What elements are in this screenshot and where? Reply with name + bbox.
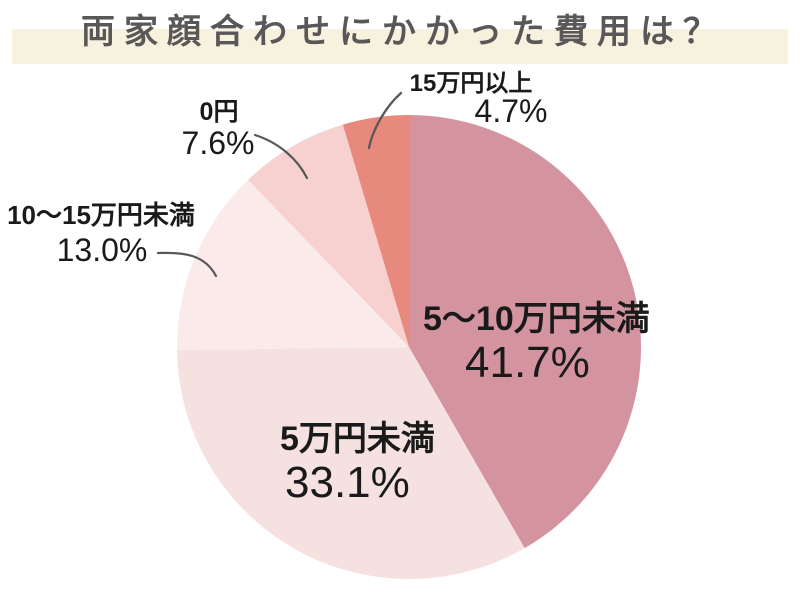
svg-text:4.7%: 4.7% bbox=[475, 93, 548, 129]
svg-text:10〜15万円未満: 10〜15万円未満 bbox=[7, 200, 195, 230]
svg-text:5〜10万円未満: 5〜10万円未満 bbox=[423, 300, 650, 338]
svg-text:41.7%: 41.7% bbox=[465, 338, 590, 387]
svg-text:5万円未満: 5万円未満 bbox=[280, 420, 435, 458]
svg-text:33.1%: 33.1% bbox=[285, 458, 410, 507]
svg-text:0円: 0円 bbox=[200, 98, 239, 126]
svg-text:7.6%: 7.6% bbox=[182, 125, 255, 161]
svg-text:13.0%: 13.0% bbox=[57, 232, 148, 268]
